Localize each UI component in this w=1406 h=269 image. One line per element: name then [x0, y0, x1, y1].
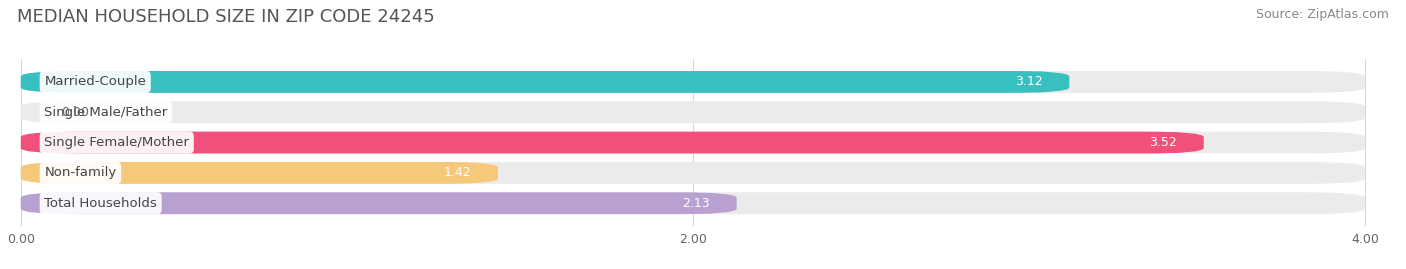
FancyBboxPatch shape [21, 162, 1365, 184]
Text: Total Households: Total Households [45, 197, 157, 210]
FancyBboxPatch shape [21, 132, 1204, 154]
Text: 1.42: 1.42 [443, 167, 471, 179]
Text: Married-Couple: Married-Couple [45, 75, 146, 89]
Text: MEDIAN HOUSEHOLD SIZE IN ZIP CODE 24245: MEDIAN HOUSEHOLD SIZE IN ZIP CODE 24245 [17, 8, 434, 26]
FancyBboxPatch shape [21, 162, 498, 184]
FancyBboxPatch shape [21, 192, 1365, 214]
Text: 0.00: 0.00 [60, 106, 89, 119]
Text: Non-family: Non-family [45, 167, 117, 179]
FancyBboxPatch shape [21, 71, 1070, 93]
FancyBboxPatch shape [21, 192, 737, 214]
Text: 3.52: 3.52 [1149, 136, 1177, 149]
FancyBboxPatch shape [21, 71, 1365, 93]
FancyBboxPatch shape [21, 101, 1365, 123]
Text: Source: ZipAtlas.com: Source: ZipAtlas.com [1256, 8, 1389, 21]
Text: 3.12: 3.12 [1015, 75, 1042, 89]
FancyBboxPatch shape [21, 132, 1365, 154]
Text: 2.13: 2.13 [682, 197, 710, 210]
Text: Single Male/Father: Single Male/Father [45, 106, 167, 119]
Text: Single Female/Mother: Single Female/Mother [45, 136, 190, 149]
